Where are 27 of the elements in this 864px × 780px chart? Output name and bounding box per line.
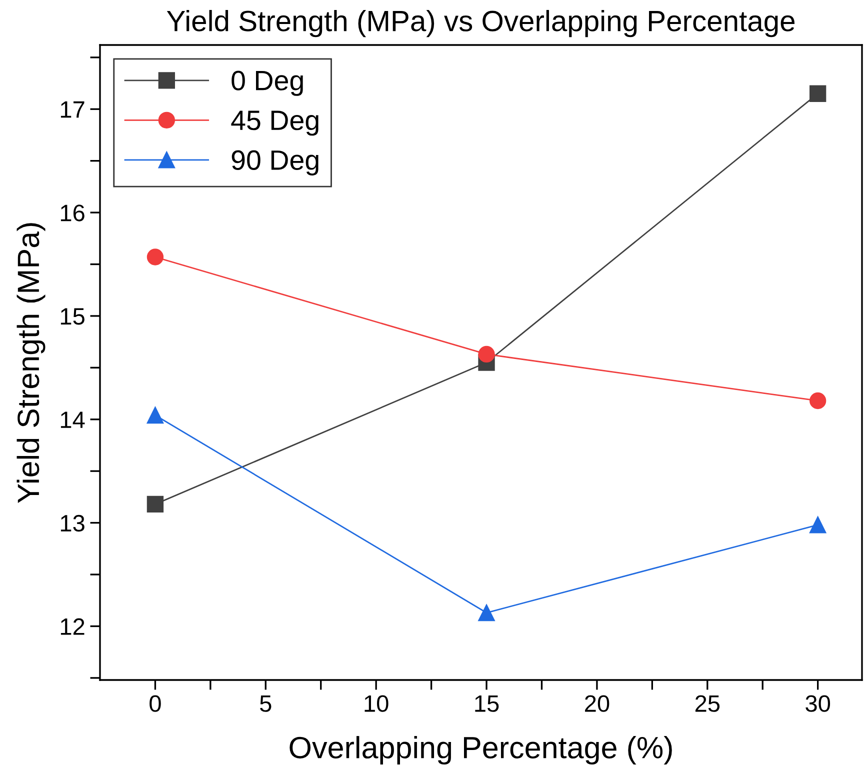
point (809, 85, 826, 102)
x-tick-label: 30 (806, 695, 830, 712)
point (478, 604, 495, 622)
y-tick-label: 14 (60, 412, 85, 428)
point (809, 516, 826, 534)
x-tick-label: 10 (364, 695, 388, 712)
x-tick-label: 25 (695, 695, 720, 712)
legend-label: 45 Deg (231, 110, 318, 136)
x-tick-label: 5 (260, 695, 272, 712)
y-tick-label: 15 (60, 308, 84, 325)
x-tick-label: 20 (585, 695, 610, 712)
point (146, 248, 164, 266)
point (146, 496, 164, 513)
y-tick-label: 16 (60, 204, 84, 222)
point (809, 392, 826, 410)
point (146, 406, 164, 424)
x-axis-title: Overlapping Percentage (%) (290, 736, 672, 765)
y-tick-label: 12 (60, 618, 84, 635)
chart-title: Yield Strength (MPa) vs Overlapping Percentage (166, 10, 794, 38)
y-tick-label: 13 (60, 514, 84, 532)
y-axis-title: Yield Strength (MPa) (16, 223, 46, 504)
legend-label: 90 Deg (232, 150, 318, 176)
y-tick-label: 17 (60, 101, 84, 118)
legend-label: 0 Deg (232, 70, 303, 96)
x-tick-label: 0 (150, 695, 161, 712)
point (478, 346, 495, 363)
x-tick-label: 15 (475, 695, 499, 712)
